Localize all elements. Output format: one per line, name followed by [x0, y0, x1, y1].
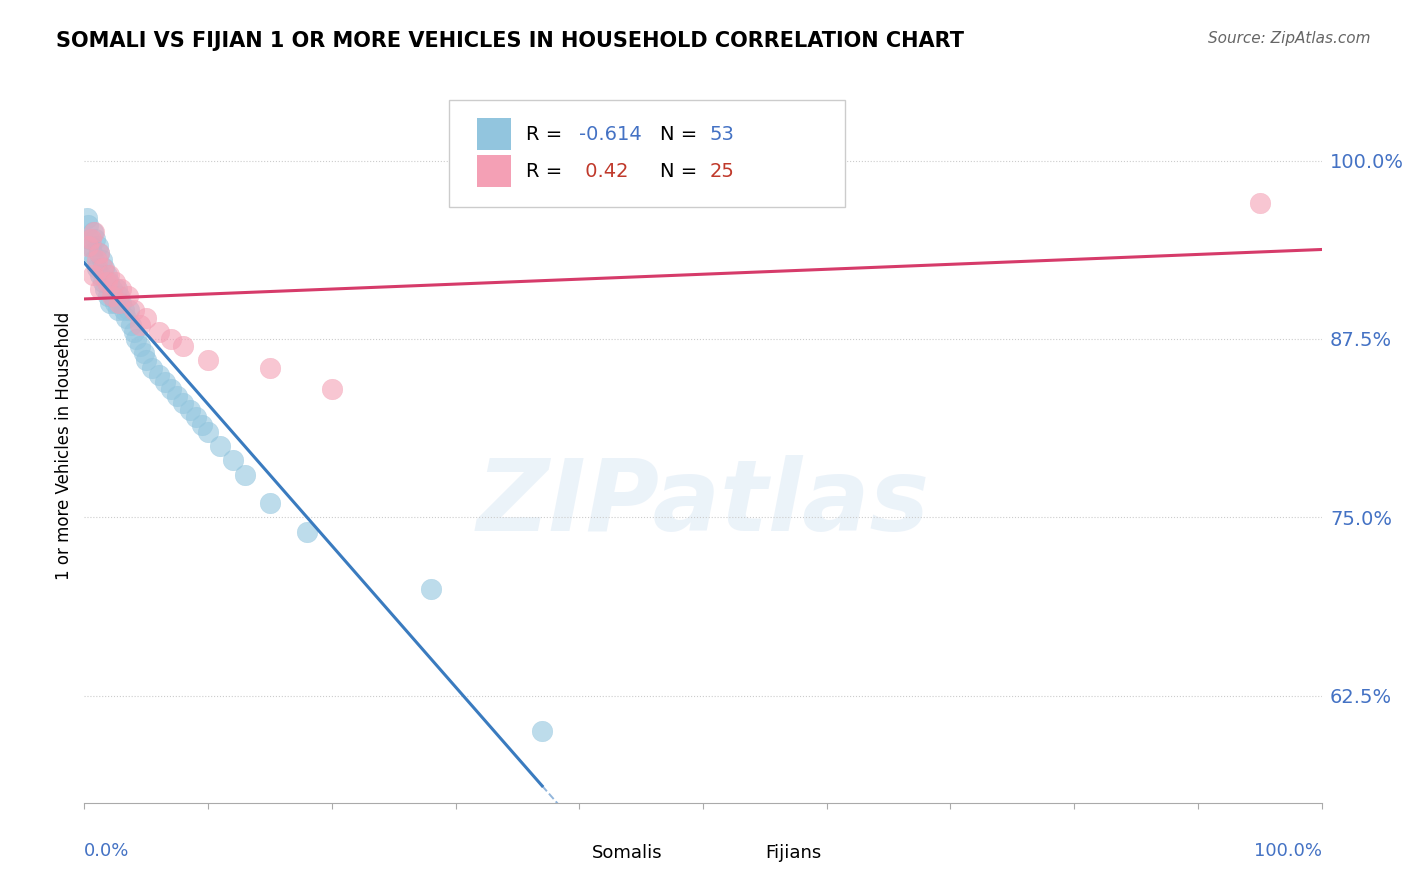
Point	[82, 225, 104, 239]
Text: N =: N =	[659, 125, 703, 144]
Point	[259, 496, 281, 510]
Point	[93, 260, 115, 275]
Point	[91, 275, 114, 289]
Point	[84, 232, 107, 246]
Point	[79, 232, 101, 246]
Point	[321, 382, 343, 396]
Text: 53: 53	[709, 125, 734, 144]
Point	[141, 360, 163, 375]
Point	[87, 239, 110, 253]
Point	[83, 225, 105, 239]
Point	[89, 246, 111, 260]
Point	[117, 289, 139, 303]
Point	[79, 239, 101, 253]
Point	[419, 582, 441, 596]
Point	[110, 296, 132, 310]
Point	[83, 253, 105, 268]
Point	[184, 410, 207, 425]
Point	[112, 303, 135, 318]
Text: Source: ZipAtlas.com: Source: ZipAtlas.com	[1208, 31, 1371, 46]
Text: ZIPatlas: ZIPatlas	[477, 455, 929, 551]
FancyBboxPatch shape	[548, 838, 579, 863]
Point	[259, 360, 281, 375]
Point	[104, 275, 127, 289]
Text: R =: R =	[526, 161, 568, 181]
Point	[129, 318, 152, 332]
Text: 25: 25	[709, 161, 734, 181]
Point	[108, 296, 131, 310]
Point	[96, 268, 118, 282]
Y-axis label: 1 or more Vehicles in Household: 1 or more Vehicles in Household	[55, 312, 73, 580]
Point	[148, 325, 170, 339]
FancyBboxPatch shape	[477, 118, 512, 150]
Point	[79, 232, 101, 246]
Point	[77, 218, 100, 232]
Text: -0.614: -0.614	[579, 125, 643, 144]
Point	[101, 289, 124, 303]
Point	[90, 253, 112, 268]
Point	[191, 417, 214, 432]
Point	[76, 211, 98, 225]
Point	[100, 282, 122, 296]
FancyBboxPatch shape	[450, 100, 845, 207]
Point	[82, 268, 104, 282]
Point	[97, 289, 120, 303]
Point	[172, 396, 194, 410]
Point	[94, 282, 117, 296]
Point	[132, 346, 155, 360]
Point	[125, 332, 148, 346]
Point	[129, 339, 152, 353]
Point	[1249, 196, 1271, 211]
Point	[100, 289, 122, 303]
Text: 100.0%: 100.0%	[1254, 842, 1322, 860]
Text: R =: R =	[526, 125, 568, 144]
Text: Somalis: Somalis	[592, 844, 662, 862]
Text: N =: N =	[659, 161, 703, 181]
Point	[148, 368, 170, 382]
Point	[179, 403, 201, 417]
Point	[98, 296, 121, 310]
Point	[160, 382, 183, 396]
Point	[135, 353, 157, 368]
Point	[105, 282, 128, 296]
Point	[172, 339, 194, 353]
Point	[98, 275, 121, 289]
Text: SOMALI VS FIJIAN 1 OR MORE VEHICLES IN HOUSEHOLD CORRELATION CHART: SOMALI VS FIJIAN 1 OR MORE VEHICLES IN H…	[56, 31, 965, 51]
Point	[108, 289, 131, 303]
Point	[197, 425, 219, 439]
Point	[89, 268, 111, 282]
FancyBboxPatch shape	[740, 838, 770, 863]
Point	[89, 282, 111, 296]
Text: 0.42: 0.42	[579, 161, 628, 181]
Point	[115, 310, 138, 325]
Point	[107, 303, 129, 318]
Point	[135, 310, 157, 325]
Point	[80, 246, 103, 260]
Point	[86, 260, 108, 275]
FancyBboxPatch shape	[477, 155, 512, 187]
Point	[120, 318, 142, 332]
Point	[96, 275, 118, 289]
Point	[166, 389, 188, 403]
Point	[86, 253, 108, 268]
Text: 0.0%: 0.0%	[84, 842, 129, 860]
Point	[209, 439, 232, 453]
Point	[104, 296, 127, 310]
Point	[91, 260, 114, 275]
Point	[295, 524, 318, 539]
Point	[160, 332, 183, 346]
Point	[118, 303, 141, 318]
Point	[110, 282, 132, 296]
Text: Fijians: Fijians	[765, 844, 821, 862]
Point	[77, 239, 100, 253]
Point	[122, 325, 145, 339]
Point	[197, 353, 219, 368]
Point	[531, 724, 554, 739]
Point	[89, 246, 111, 260]
Point	[98, 268, 121, 282]
Point	[122, 303, 145, 318]
Point	[233, 467, 256, 482]
Point	[222, 453, 245, 467]
Point	[153, 375, 176, 389]
